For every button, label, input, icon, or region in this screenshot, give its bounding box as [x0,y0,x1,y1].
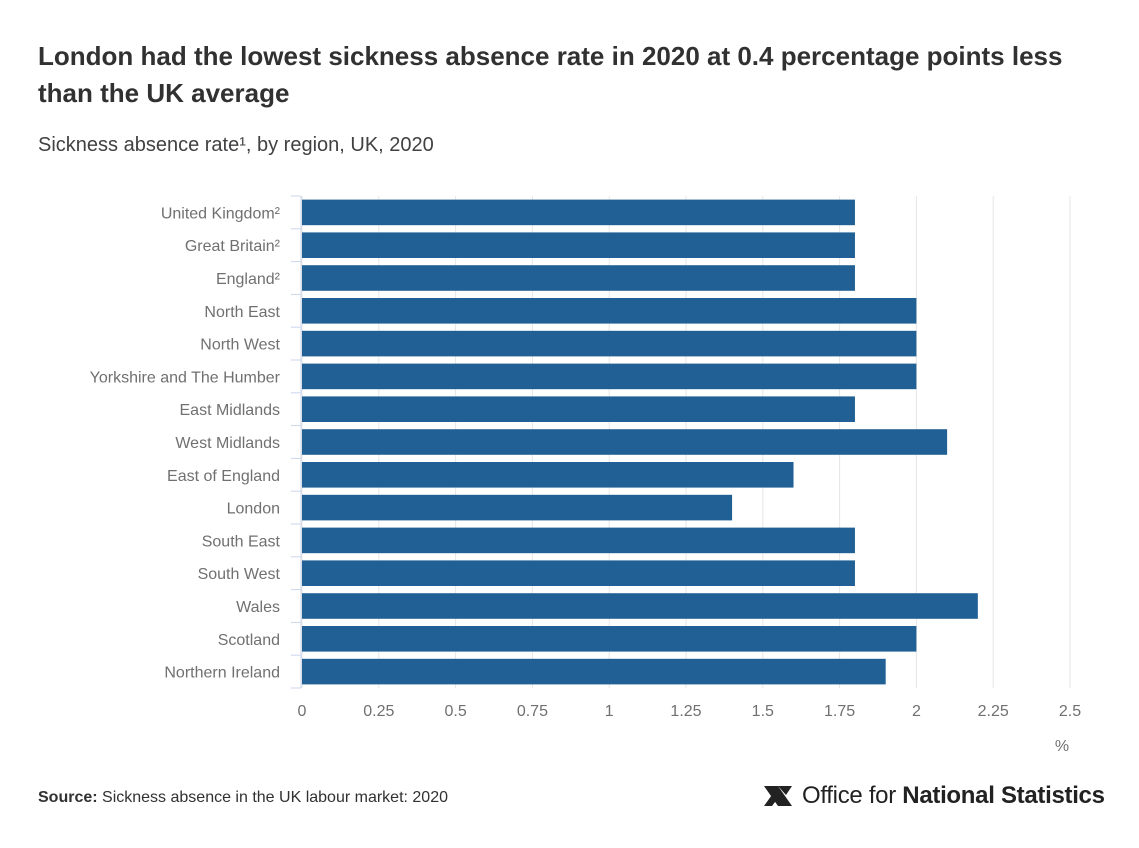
category-label: Yorkshire and The Humber [90,369,281,386]
bar-chart: United Kingdom² Great Britain² England² Nor… [90,195,1082,755]
x-tick-label: 0 [298,703,307,720]
bar[interactable] [302,265,855,291]
category-label: West Midlands [175,435,280,452]
category-label: South East [202,533,281,550]
ons-logo: Office for National Statistics [762,780,1105,812]
x-axis-unit-label: % [1055,738,1069,755]
source-text: Sickness absence in the UK labour market… [97,789,448,806]
bar[interactable] [302,593,978,619]
bar[interactable] [302,429,948,455]
bar[interactable] [302,330,917,357]
bar[interactable] [302,626,917,652]
ons-logo-text: Office for National Statistics [802,782,1105,809]
chart-subtitle: Sickness absence rate¹, by region, UK, 2… [38,134,434,156]
category-label: South West [198,566,281,583]
bar[interactable] [302,298,917,324]
bar[interactable] [302,396,855,422]
x-tick-label: 0.5 [444,703,466,720]
chart-title: London had the lowest sickness absence r… [38,41,1063,108]
source-label: Source: [38,789,98,806]
x-tick-label: 2.5 [1059,703,1081,720]
x-axis-ticks: 0 0.25 0.5 0.75 1 1.25 1.5 1.75 2 2.25 2.5 [298,703,1082,720]
category-label: Wales [236,599,280,616]
x-tick-label: 1.25 [670,703,701,720]
x-tick-label: 1.75 [824,703,855,720]
category-label: Scotland [218,632,280,649]
bar[interactable] [302,494,733,521]
ons-logo-icon [764,786,792,806]
category-label: England² [216,271,281,288]
bars [302,199,978,685]
category-label: Great Britain² [185,238,281,255]
bar[interactable] [302,658,886,685]
category-label: United Kingdom² [161,205,281,222]
bar[interactable] [302,363,917,390]
category-label: North West [200,337,280,354]
category-label: North East [204,304,280,321]
category-labels: United Kingdom² Great Britain² England² Nor… [90,205,281,681]
bar[interactable] [302,462,794,488]
category-label: East Midlands [180,402,281,419]
x-tick-label: 1.5 [752,703,774,720]
bar[interactable] [302,199,855,226]
bar[interactable] [302,232,855,258]
x-tick-label: 2 [912,703,921,720]
source-note: Source: Sickness absence in the UK labou… [38,789,448,807]
category-label: Northern Ireland [164,665,280,682]
bar[interactable] [302,560,855,586]
category-label: London [227,501,280,518]
x-tick-label: 1 [605,703,614,720]
x-tick-label: 0.25 [363,703,394,720]
bar[interactable] [302,527,855,554]
category-label: East of England [167,468,280,485]
x-tick-label: 0.75 [517,703,548,720]
x-tick-label: 2.25 [978,703,1009,720]
